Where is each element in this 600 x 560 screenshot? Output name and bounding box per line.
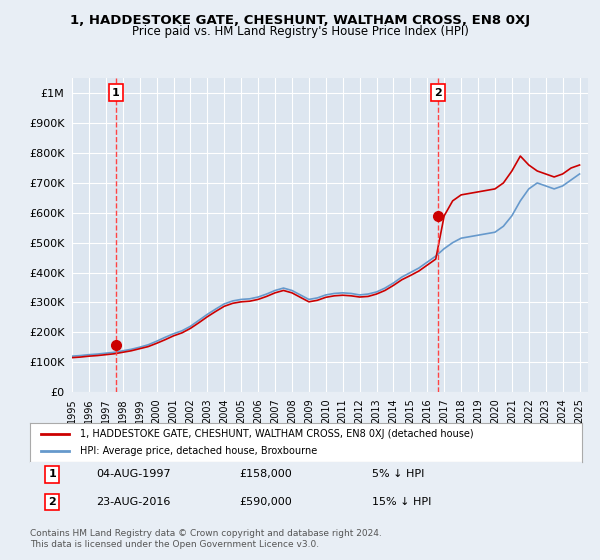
Text: Price paid vs. HM Land Registry's House Price Index (HPI): Price paid vs. HM Land Registry's House …: [131, 25, 469, 38]
Text: 5% ↓ HPI: 5% ↓ HPI: [372, 469, 425, 479]
Text: HPI: Average price, detached house, Broxbourne: HPI: Average price, detached house, Brox…: [80, 446, 317, 456]
Text: 2: 2: [48, 497, 56, 507]
Text: Contains HM Land Registry data © Crown copyright and database right 2024.
This d: Contains HM Land Registry data © Crown c…: [30, 529, 382, 549]
Text: 1, HADDESTOKE GATE, CHESHUNT, WALTHAM CROSS, EN8 0XJ (detached house): 1, HADDESTOKE GATE, CHESHUNT, WALTHAM CR…: [80, 429, 473, 439]
Text: 23-AUG-2016: 23-AUG-2016: [96, 497, 170, 507]
Text: 04-AUG-1997: 04-AUG-1997: [96, 469, 171, 479]
Text: 1: 1: [48, 469, 56, 479]
Text: 15% ↓ HPI: 15% ↓ HPI: [372, 497, 431, 507]
Text: 1: 1: [112, 88, 119, 98]
Text: £590,000: £590,000: [240, 497, 293, 507]
Text: £158,000: £158,000: [240, 469, 293, 479]
Text: 2: 2: [434, 88, 442, 98]
Text: 1, HADDESTOKE GATE, CHESHUNT, WALTHAM CROSS, EN8 0XJ: 1, HADDESTOKE GATE, CHESHUNT, WALTHAM CR…: [70, 14, 530, 27]
